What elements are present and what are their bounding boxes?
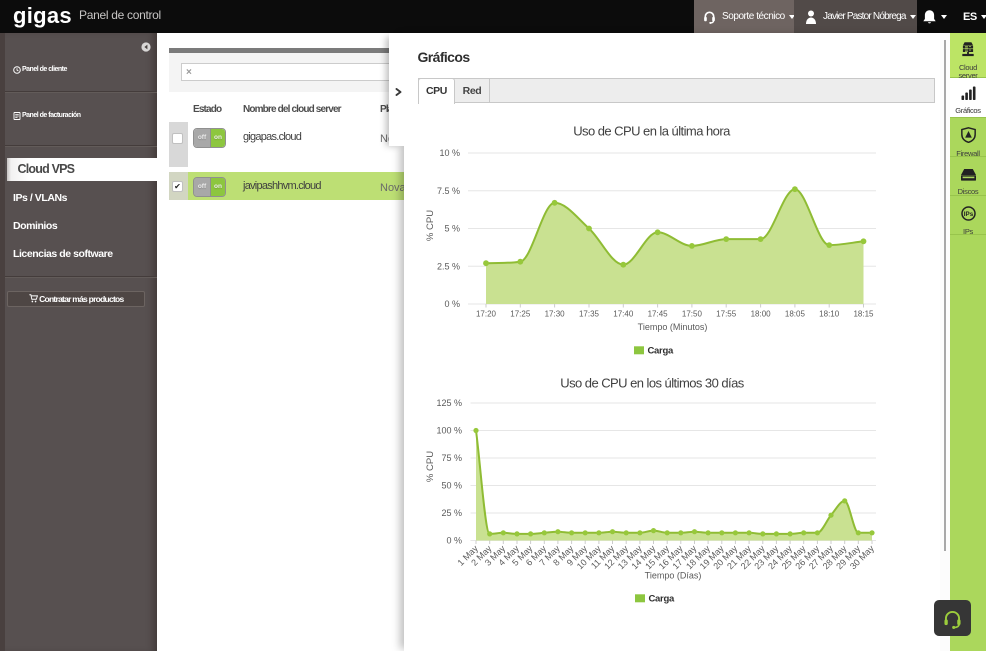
svg-text:% CPU: % CPU — [425, 451, 436, 482]
svg-text:75 %: 75 % — [441, 453, 462, 463]
svg-text:17:30: 17:30 — [545, 310, 566, 319]
svg-text:Tiempo (Minutos): Tiempo (Minutos) — [638, 322, 708, 332]
svg-text:17:40: 17:40 — [613, 310, 634, 319]
svg-text:100 %: 100 % — [436, 426, 462, 436]
svg-text:10 %: 10 % — [439, 148, 460, 158]
svg-text:125 %: 125 % — [436, 398, 462, 408]
svg-text:Carga: Carga — [649, 594, 675, 605]
svg-text:17:45: 17:45 — [648, 310, 669, 319]
svg-text:IPs: IPs — [963, 211, 973, 218]
svg-text:50 %: 50 % — [441, 481, 462, 491]
svg-text:Uso de CPU en los últimos 30 d: Uso de CPU en los últimos 30 días — [560, 376, 744, 391]
svg-text:% CPU: % CPU — [425, 210, 436, 241]
svg-text:Tiempo (Días): Tiempo (Días) — [645, 571, 702, 581]
svg-text:17:35: 17:35 — [579, 310, 600, 319]
svg-text:Uso de CPU en la última hora: Uso de CPU en la última hora — [573, 124, 731, 139]
svg-text:0 %: 0 % — [444, 299, 460, 309]
svg-text:0 %: 0 % — [446, 536, 462, 546]
svg-text:17:20: 17:20 — [476, 310, 497, 319]
svg-text:2.5 %: 2.5 % — [437, 261, 460, 271]
svg-text:17:50: 17:50 — [682, 310, 703, 319]
svg-text:18:15: 18:15 — [853, 310, 874, 319]
svg-text:Carga: Carga — [648, 346, 674, 357]
svg-text:18:00: 18:00 — [751, 310, 772, 319]
svg-text:7.5 %: 7.5 % — [437, 186, 460, 196]
svg-text:18:10: 18:10 — [819, 310, 840, 319]
svg-text:25 %: 25 % — [441, 508, 462, 518]
svg-text:17:25: 17:25 — [510, 310, 531, 319]
svg-text:17:55: 17:55 — [716, 310, 737, 319]
svg-text:5 %: 5 % — [444, 224, 460, 234]
svg-text:18:05: 18:05 — [785, 310, 806, 319]
